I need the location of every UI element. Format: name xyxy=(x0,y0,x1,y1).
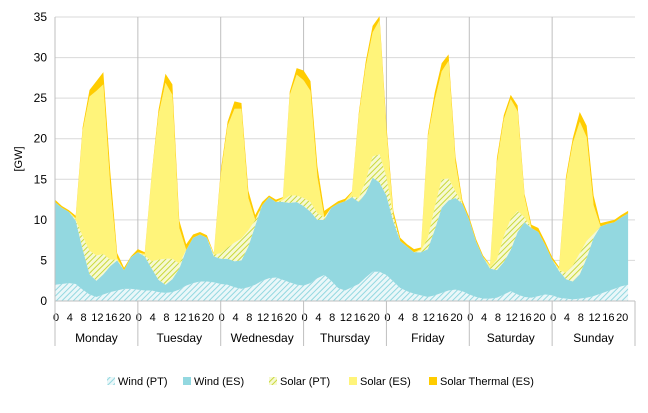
x-tick-label: 8 xyxy=(163,312,169,324)
y-axis-label: [GW] xyxy=(13,146,25,171)
y-tick-label: 20 xyxy=(34,132,48,146)
x-tick-label: 16 xyxy=(354,312,366,324)
x-tick-label: 16 xyxy=(602,312,614,324)
x-tick-label: 8 xyxy=(81,312,87,324)
x-tick-label: 12 xyxy=(588,312,600,324)
area-layer xyxy=(55,16,629,301)
y-tick-label: 30 xyxy=(34,51,48,65)
legend: Wind (PT) Wind (ES) Solar (PT) Solar (ES) So… xyxy=(107,376,534,388)
day-label: Sunday xyxy=(573,331,614,345)
x-tick-label: 20 xyxy=(202,312,214,324)
day-label: Wednesday xyxy=(231,331,294,345)
x-tick-label: 20 xyxy=(119,312,131,324)
legend-item: Wind (ES) xyxy=(183,376,244,388)
x-tick-label: 8 xyxy=(495,312,501,324)
legend-swatch xyxy=(349,377,357,385)
x-tick-label: 12 xyxy=(423,312,435,324)
x-tick-label: 4 xyxy=(232,312,238,324)
legend-item: Solar (PT) xyxy=(269,376,330,388)
day-label: Friday xyxy=(411,331,444,345)
x-tick-label: 4 xyxy=(67,312,73,324)
legend-item: Wind (PT) xyxy=(107,376,168,388)
x-tick-label: 0 xyxy=(550,312,556,324)
x-tick-label: 0 xyxy=(384,312,390,324)
legend-label: Solar (ES) xyxy=(360,376,411,388)
x-tick-label: 16 xyxy=(105,312,117,324)
x-tick-label: 0 xyxy=(302,312,308,324)
x-tick-label: 0 xyxy=(53,312,59,324)
legend-swatch xyxy=(269,377,277,385)
y-tick-label: 35 xyxy=(34,10,48,24)
x-tick-label: 12 xyxy=(174,312,186,324)
y-tick-label: 5 xyxy=(40,253,47,267)
legend-item: Solar (ES) xyxy=(349,376,411,388)
x-tick-label: 20 xyxy=(285,312,297,324)
x-tick-label: 0 xyxy=(136,312,142,324)
x-tick-label: 20 xyxy=(450,312,462,324)
x-tick-label: 8 xyxy=(246,312,252,324)
x-tick-label: 20 xyxy=(616,312,628,324)
x-tick-label: 8 xyxy=(578,312,584,324)
x-tick-label: 4 xyxy=(564,312,570,324)
x-tick-label: 16 xyxy=(188,312,200,324)
area-series-1 xyxy=(55,177,629,300)
y-tick-label: 10 xyxy=(34,213,48,227)
x-tick-label: 16 xyxy=(437,312,449,324)
x-tick-label: 0 xyxy=(219,312,225,324)
legend-label: Solar (PT) xyxy=(280,376,330,388)
y-tick-label: 15 xyxy=(34,172,48,186)
x-tick-label: 4 xyxy=(481,312,487,324)
x-tick-label: 8 xyxy=(329,312,335,324)
area-series-2 xyxy=(55,154,629,285)
x-tick-label: 12 xyxy=(340,312,352,324)
day-label: Thursday xyxy=(320,331,370,345)
y-tick-label: 0 xyxy=(40,294,47,308)
area-series-3 xyxy=(55,20,629,273)
x-tick-label: 16 xyxy=(271,312,283,324)
x-tick-label: 12 xyxy=(91,312,103,324)
x-tick-label: 12 xyxy=(506,312,518,324)
x-tick-label: 0 xyxy=(467,312,473,324)
x-tick-label: 4 xyxy=(315,312,321,324)
legend-label: Solar Thermal (ES) xyxy=(440,376,534,388)
day-label: Saturday xyxy=(487,331,535,345)
legend-label: Wind (PT) xyxy=(118,376,168,388)
day-label: Monday xyxy=(75,331,118,345)
x-tick-label: 20 xyxy=(533,312,545,324)
legend-label: Wind (ES) xyxy=(194,376,244,388)
y-tick-label: 25 xyxy=(34,91,48,105)
area-series-0 xyxy=(55,271,629,301)
legend-swatch xyxy=(429,377,437,385)
legend-swatch xyxy=(183,377,191,385)
day-label: Tuesday xyxy=(156,331,202,345)
x-tick-label: 20 xyxy=(367,312,379,324)
x-tick-label: 4 xyxy=(398,312,404,324)
legend-item: Solar Thermal (ES) xyxy=(429,376,534,388)
x-tick-label: 16 xyxy=(519,312,531,324)
x-tick-label: 12 xyxy=(257,312,269,324)
x-tick-label: 4 xyxy=(150,312,156,324)
legend-swatch xyxy=(107,377,115,385)
x-tick-label: 8 xyxy=(412,312,418,324)
